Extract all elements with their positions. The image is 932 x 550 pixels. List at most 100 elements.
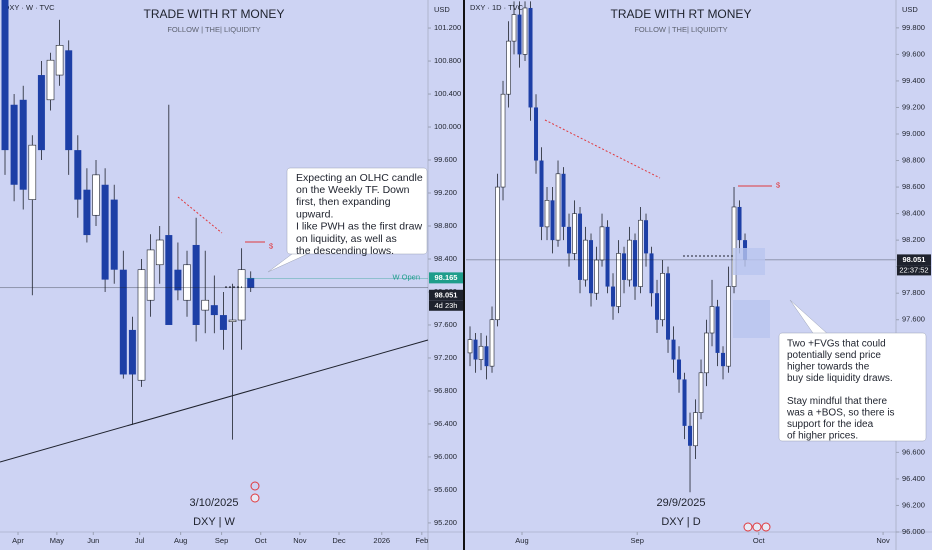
candle-body — [578, 213, 583, 280]
candle-body — [616, 253, 621, 307]
symbol-label: DXY · W · TVC — [4, 3, 55, 12]
x-tick-label: Nov — [876, 536, 890, 545]
y-tick-label: 95.200 — [434, 518, 457, 527]
candle-body — [534, 107, 539, 161]
date-label: 3/10/2025 — [190, 497, 239, 509]
y-tick-label: 99.000 — [902, 129, 925, 138]
candle-body — [28, 144, 37, 200]
candle-body — [649, 253, 654, 294]
y-tick-label: 97.200 — [434, 353, 457, 362]
x-tick-label: Nov — [293, 536, 307, 545]
y-tick-label: 96.400 — [434, 419, 457, 428]
y-tick-label: 98.400 — [434, 254, 457, 263]
candle-body — [174, 269, 182, 291]
liquidity-mark: $ — [269, 242, 274, 251]
candle-body — [638, 219, 643, 287]
candle-body — [65, 50, 73, 151]
candle-body — [715, 306, 720, 353]
candle-body — [183, 264, 191, 301]
annotation-box — [286, 167, 428, 255]
candle-body — [37, 75, 45, 151]
annotation-text: the descending lows. — [296, 245, 394, 257]
x-tick-label: Jun — [87, 536, 99, 545]
y-tick-label: 99.600 — [434, 155, 457, 164]
candle-body — [726, 286, 731, 367]
candle-body — [128, 329, 136, 375]
candle-body — [146, 249, 155, 301]
x-tick-label: May — [50, 536, 64, 545]
candle-body — [550, 200, 555, 241]
y-tick-label: 99.800 — [902, 23, 925, 32]
price-marker — [897, 254, 931, 266]
icon — [743, 522, 753, 532]
price-marker-sublabel: 22:37:52 — [899, 265, 928, 274]
candle-body — [495, 186, 500, 321]
footer-label: DXY | D — [661, 516, 700, 528]
currency-label: USD — [902, 5, 918, 14]
currency-label: USD — [434, 5, 450, 14]
chart-subtitle: FOLLOW | THE| LIQUIDITY — [167, 25, 260, 34]
candle-body — [589, 240, 594, 294]
y-tick-label: 100.400 — [434, 89, 461, 98]
candle-body — [704, 332, 709, 374]
candle-body — [731, 206, 737, 287]
candle-body — [567, 226, 572, 254]
candle-body — [594, 259, 599, 294]
candle-body — [19, 99, 27, 190]
y-tick-label: 99.200 — [434, 188, 457, 197]
candle-body — [517, 14, 522, 55]
candle-body — [74, 150, 82, 200]
candle-body — [237, 269, 246, 321]
icon — [250, 481, 260, 491]
y-tick-label: 98.600 — [902, 182, 925, 191]
y-tick-label: 98.400 — [902, 209, 925, 218]
candle-body — [599, 226, 605, 261]
price-marker-sublabel: 4d 23h — [435, 301, 458, 310]
price-marker-label: 98.051 — [903, 255, 926, 264]
y-tick-label: 98.800 — [434, 221, 457, 230]
candle-body — [555, 173, 561, 241]
annotation-text: on the Weekly TF. Down — [296, 184, 410, 196]
flag-icons — [250, 481, 771, 532]
x-tick-label: Oct — [753, 536, 766, 545]
chart-title: TRADE WITH RT MONEY — [144, 7, 285, 21]
symbol-label: DXY · 1D · TVC — [470, 3, 524, 12]
candle-body — [572, 213, 577, 254]
y-tick-label: 100.800 — [434, 56, 461, 65]
annotation-text: upward. — [296, 208, 333, 220]
trendline — [0, 339, 429, 463]
candle-body — [633, 240, 638, 287]
candle-body — [698, 372, 704, 413]
fvg-zone — [733, 248, 765, 275]
candle-body — [671, 339, 676, 360]
candle-body — [709, 306, 715, 334]
right-panel: DXY · 1D · TVC TRADE WITH RT MONEY FOLLOW … — [466, 0, 932, 550]
candle-body — [528, 7, 533, 108]
y-tick-label: 97.600 — [902, 315, 925, 324]
left-panel: DXY · W · TVC TRADE WITH RT MONEY FOLLOW |… — [0, 0, 464, 550]
y-tick-label: 97.800 — [902, 288, 925, 297]
y-tick-label: 96.800 — [434, 386, 457, 395]
price-marker-label: 98.051 — [435, 290, 458, 299]
candle-body — [737, 206, 742, 241]
chart-title: TRADE WITH RT MONEY — [611, 7, 752, 21]
fvg-zone — [733, 300, 770, 338]
candle-body — [611, 286, 616, 307]
candle-body — [539, 160, 544, 227]
candle-body — [92, 174, 100, 216]
candle-body — [484, 346, 489, 367]
candle-body — [46, 59, 55, 101]
price-line-label: W Open — [392, 272, 420, 281]
y-tick-label: 96.600 — [902, 447, 925, 456]
y-tick-label: 95.600 — [434, 485, 457, 494]
icon — [761, 522, 771, 532]
y-tick-label: 96.200 — [902, 500, 925, 509]
candle-body — [247, 277, 255, 288]
x-tick-label: Oct — [255, 536, 268, 545]
price-marker — [429, 272, 463, 284]
candle-body — [666, 273, 671, 340]
annotation-text: first, then expanding — [296, 196, 391, 208]
candle-body — [511, 14, 517, 42]
date-label: 29/9/2025 — [657, 497, 706, 509]
candle-body — [506, 40, 511, 95]
